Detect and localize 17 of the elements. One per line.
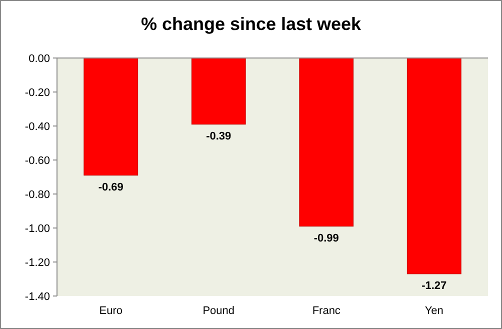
y-tick-label: -0.40 <box>24 120 50 133</box>
x-tick-label: Euro <box>99 305 122 317</box>
chart-title: % change since last week <box>140 14 362 34</box>
data-label: -0.99 <box>314 232 339 244</box>
x-tick-label: Franc <box>312 305 341 317</box>
x-tick-label: Pound <box>202 305 235 317</box>
y-tick-label: -1.20 <box>24 256 50 269</box>
data-label: -0.69 <box>98 181 124 194</box>
y-tick-label: -0.80 <box>24 188 50 201</box>
y-tick-label: -1.00 <box>24 222 50 235</box>
data-label: -1.27 <box>422 280 447 292</box>
y-tick-label: -1.40 <box>24 290 50 303</box>
y-tick-label: -0.20 <box>24 86 50 99</box>
y-tick-label: -0.60 <box>24 154 50 167</box>
x-tick-label: Yen <box>424 305 444 317</box>
y-tick-label: 0.00 <box>28 52 50 65</box>
data-label: -0.39 <box>206 130 232 142</box>
